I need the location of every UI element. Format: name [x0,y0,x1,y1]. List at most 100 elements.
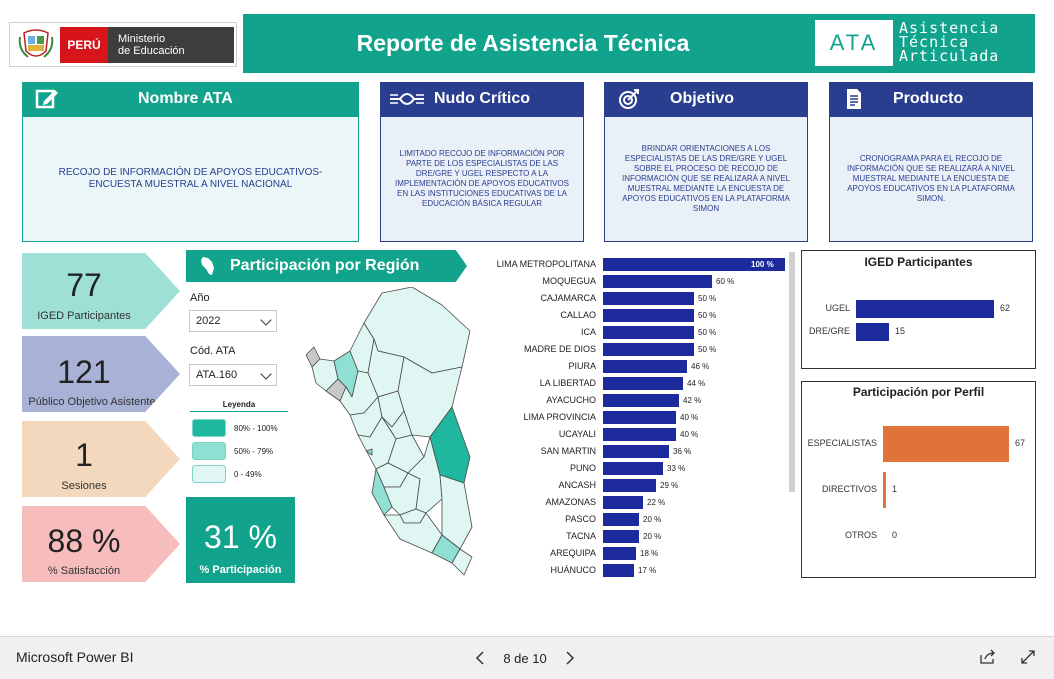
code-filter-select[interactable]: ATA.160 [189,364,277,386]
region-bar-label: CALLAO [560,310,596,320]
region-bar-value: 100 % [751,260,774,269]
side-bar-value: 67 [1015,438,1026,448]
kpi-satisfaccion: 88 % % Satisfacción [22,506,180,582]
region-bar-value: 50 % [698,328,717,337]
card-objetivo: Objetivo BRINDAR ORIENTACIONES A LOS ESP… [604,82,808,242]
knot-icon [390,87,424,111]
region-section-title: Participación por Región [230,257,420,274]
region-bar[interactable] [603,479,656,492]
region-bar[interactable] [603,513,639,526]
iged-participantes-panel: IGED Participantes [801,250,1036,369]
region-bar[interactable] [603,394,679,407]
region-bar[interactable] [603,292,694,305]
chart-scrollbar[interactable] [789,252,795,492]
side-bar-label: UGEL [825,303,850,313]
fullscreen-button[interactable] [1018,647,1038,667]
chevron-left-icon [475,651,484,665]
kpi-value: 1 [75,437,93,473]
region-bar-label: TACNA [566,531,596,541]
region-bar-label: MADRE DE DIOS [523,344,596,354]
card-header: Objetivo [604,82,808,116]
kpi-label: IGED Participantes [37,310,131,322]
target-icon [614,87,644,111]
side-bar-label: DIRECTIVOS [821,484,877,494]
region-bar-chart [0,0,1,1]
side-bar[interactable] [856,323,889,341]
participacion-perfil-panel: Participación por Perfil [801,381,1036,578]
region-bar-label: LIMA PROVINCIA [523,412,596,422]
region-bar[interactable] [603,428,676,441]
page-indicator: 8 de 10 [503,650,547,666]
year-filter-select[interactable]: 2022 [189,310,277,332]
kpi-label: Sesiones [61,480,107,492]
region-bar-value: 50 % [698,345,717,354]
region-bar-value: 18 % [640,549,659,558]
region-bar-value: 40 % [680,413,699,422]
region-callao [365,448,373,456]
card-header: Nudo Crítico [380,82,584,116]
region-bar-value: 20 % [643,515,662,524]
region-bar[interactable] [603,564,634,577]
card-title: Objetivo [670,90,735,107]
kpi-value: 121 [57,354,111,390]
region-bar-label: UCAYALI [558,429,596,439]
region-ica [371,468,393,516]
region-bar[interactable] [603,275,712,288]
region-bar[interactable] [603,547,636,560]
region-bar[interactable] [603,411,676,424]
region-bar-label: AREQUIPA [550,548,596,558]
region-bar[interactable] [603,343,694,356]
legend-item: 50% - 79% [192,442,273,460]
region-bar[interactable] [603,445,669,458]
region-bar-value: 60 % [716,277,735,286]
side-bar[interactable] [883,472,886,508]
peru-region-map[interactable] [292,286,492,577]
panel-title: Participación por Perfil [852,385,985,399]
region-bar[interactable] [603,377,683,390]
legend-swatch [192,442,226,460]
side-bar-label: ESPECIALISTAS [807,438,877,448]
region-bar-value: 46 % [691,362,710,371]
kpi-publico-objetivo: 121 Público Objetivo Asistente [22,336,180,412]
region-bar[interactable] [603,326,694,339]
ministry-logo: PERÚ Ministerio de Educación [9,22,237,67]
next-page-button[interactable] [560,648,580,668]
side-bar[interactable] [856,300,994,318]
region-arequipa [383,512,443,554]
side-bar-label: DRE/GRE [808,326,850,336]
card-body: BRINDAR ORIENTACIONES A LOS ESPECIALISTA… [604,116,808,242]
region-bar-value: 36 % [673,447,692,456]
legend-label: 80% - 100% [234,423,278,433]
expand-icon [1021,650,1035,664]
ata-full-line-3: Articulada [899,47,1000,65]
code-filter-value: ATA.160 [196,369,238,381]
region-bar[interactable] [603,258,785,271]
region-bar[interactable] [603,360,687,373]
card-header: Producto [829,82,1033,116]
region-bar[interactable] [603,309,694,322]
ata-full-line-1: Asistencia [899,19,1000,37]
region-bar[interactable] [603,462,663,475]
participation-card: 31 % % Participación [186,497,295,583]
region-bar-label: PUNO [569,463,596,473]
side-bar[interactable] [883,426,1009,462]
region-bar-label: LA LIBERTAD [539,378,596,388]
participation-label: % Participación [199,564,282,576]
edit-icon [32,87,62,111]
region-bar-label: AYACUCHO [546,395,596,405]
region-bar[interactable] [603,496,643,509]
card-title: Nombre ATA [138,90,233,107]
share-button[interactable] [978,647,998,667]
legend-swatch [192,465,226,483]
ata-full-line-2: Técnica [899,33,970,51]
card-body: RECOJO DE INFORMACIÓN DE APOYOS EDUCATIV… [22,116,359,242]
region-bar[interactable] [603,530,639,543]
map-icon [200,256,216,276]
previous-page-button[interactable] [470,648,490,668]
region-bar-label: ANCASH [558,480,596,490]
code-filter-label: Cód. ATA [190,345,236,357]
region-bar-value: 44 % [687,379,706,388]
card-nudo-critico: Nudo Crítico LIMITADO RECOJO DE INFORMAC… [380,82,584,242]
kpi-iged-participantes: 77 IGED Participantes [22,253,180,329]
ministry-line-2: de Educación [118,45,185,57]
